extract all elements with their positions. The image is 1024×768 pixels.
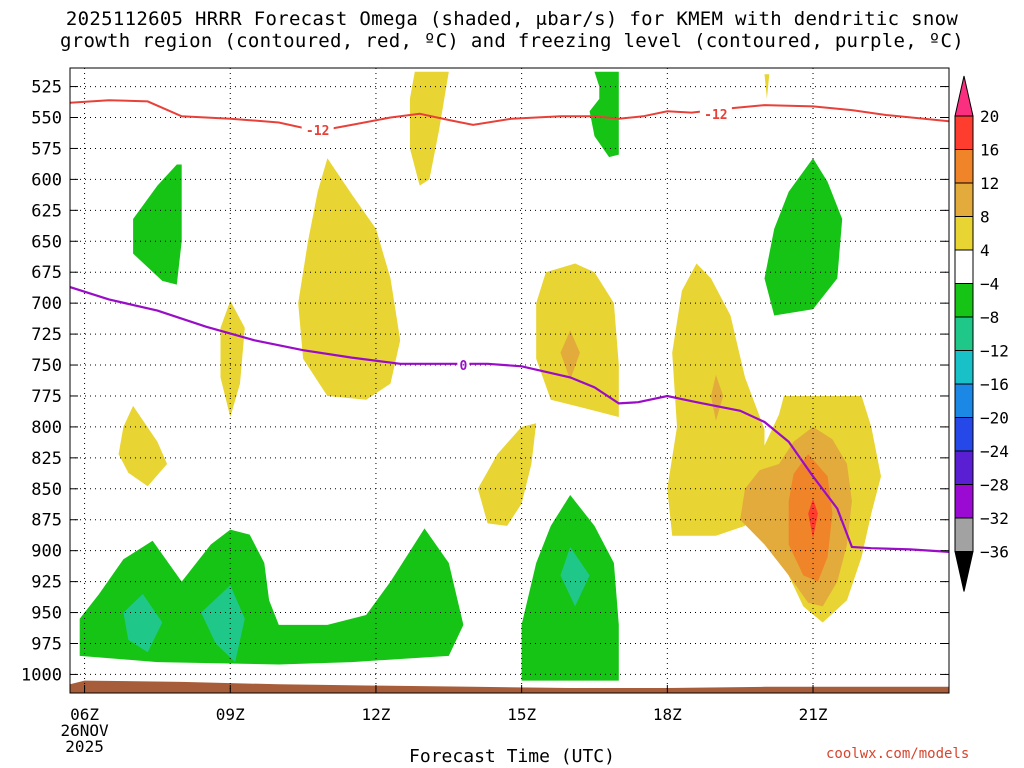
- colorbar-box-11: [954, 484, 974, 519]
- colorbar-label-9: −20: [980, 409, 1009, 428]
- x-tick-label-12Z: 12Z: [361, 705, 390, 724]
- omega-region-4: [477, 423, 537, 526]
- colorbar-box-7: [954, 350, 974, 385]
- colorbar-label-8: −16: [980, 375, 1009, 394]
- chart-title: 2025112605 HRRR Forecast Omega (shaded, …: [0, 8, 1024, 52]
- x-tick-label-18Z: 18Z: [653, 705, 682, 724]
- x-tick-label-21Z: 21Z: [799, 705, 828, 724]
- colorbar-box-10: [954, 450, 974, 485]
- colorbar-box-2: [954, 182, 974, 217]
- colorbar-box-9: [954, 417, 974, 452]
- colorbar-label-6: −8: [980, 308, 999, 327]
- omega-region-10: [560, 330, 580, 380]
- colorbar-label-3: 8: [980, 208, 990, 227]
- colorbar-box-4: [954, 249, 974, 284]
- omega-region-2: [220, 300, 245, 417]
- colorbar-box-6: [954, 316, 974, 351]
- y-tick-label-875: 875: [31, 511, 62, 531]
- x-tick-label-15Z: 15Z: [507, 705, 536, 724]
- y-tick-label-600: 600: [31, 170, 62, 190]
- omega-region-19: [123, 594, 163, 653]
- omega-region-11: [711, 374, 724, 421]
- omega-region-3: [118, 405, 168, 487]
- chart-title-line-1: 2025112605 HRRR Forecast Omega (shaded, …: [65, 8, 959, 30]
- y-tick-label-925: 925: [31, 573, 62, 593]
- freezing-contour-label: 0: [459, 359, 467, 374]
- y-tick-label-975: 975: [31, 634, 62, 654]
- omega-region-21: [560, 547, 590, 607]
- colorbar-box-3: [954, 216, 974, 251]
- colorbar-box-8: [954, 383, 974, 418]
- colorbar-box-5: [954, 283, 974, 318]
- x-date-label-0: 26NOV: [60, 721, 109, 740]
- dgz-contour-label-0: -12: [306, 124, 329, 139]
- colorbar-top-arrow: [954, 75, 974, 117]
- y-tick-label-525: 525: [31, 78, 62, 98]
- dgz-label-bg-1: [699, 106, 732, 123]
- y-tick-label-650: 650: [31, 232, 62, 252]
- colorbar-label-11: −28: [980, 476, 1009, 495]
- y-tick-label-675: 675: [31, 263, 62, 283]
- y-tick-label-775: 775: [31, 387, 62, 407]
- x-axis-label: Forecast Time (UTC): [409, 746, 615, 767]
- colorbar-label-4: 4: [980, 241, 990, 260]
- omega-region-15: [133, 164, 182, 285]
- ground-layer: [70, 680, 949, 693]
- colorbar-box-1: [954, 149, 974, 184]
- omega-region-5: [536, 263, 619, 417]
- omega-region-16: [764, 158, 843, 316]
- omega-region-17: [79, 528, 464, 665]
- colorbar-label-13: −36: [980, 543, 1009, 562]
- credit-text: coolwx.com/models: [826, 746, 970, 762]
- y-tick-label-550: 550: [31, 109, 62, 129]
- y-tick-label-625: 625: [31, 201, 62, 221]
- colorbar: 20 16 12 8 4 −4 −8 −12 −16 −20 −24 −28 −32 −36: [954, 75, 1009, 592]
- colorbar-box-12: [954, 517, 974, 552]
- colorbar-label-10: −24: [980, 442, 1009, 461]
- y-tick-label-825: 825: [31, 449, 62, 469]
- contour-layer: -12 -12 0: [70, 99, 949, 553]
- omega-region-14: [589, 71, 619, 158]
- y-tick-label-850: 850: [31, 480, 62, 500]
- omega-region-20: [201, 585, 245, 663]
- omega-shading-layer: [79, 71, 881, 681]
- x-date-label-1: 2025: [65, 737, 104, 756]
- dgz-contour-label-1: -12: [704, 108, 727, 123]
- plot-frame: [69, 67, 950, 694]
- colorbar-label-0: 20: [980, 107, 999, 126]
- colorbar-label-2: 12: [980, 174, 999, 193]
- y-tick-label-750: 750: [31, 356, 62, 376]
- omega-region-1: [298, 158, 401, 400]
- y-tick-label-575: 575: [31, 139, 62, 159]
- colorbar-bottom-arrow: [954, 551, 974, 592]
- gridlines: [70, 68, 949, 693]
- colorbar-label-12: −32: [980, 509, 1009, 528]
- y-tick-label-950: 950: [31, 604, 62, 624]
- y-tick-label-800: 800: [31, 418, 62, 438]
- y-tick-label-725: 725: [31, 325, 62, 345]
- ground-surface: [70, 680, 949, 693]
- omega-region-0: [409, 71, 449, 186]
- colorbar-label-5: −4: [980, 275, 999, 294]
- x-tick-label-06Z: 06Z: [70, 705, 99, 724]
- y-tick-label-1000: 1000: [21, 665, 62, 685]
- freezing-level-contour-line: [70, 286, 949, 553]
- colorbar-box-0: [954, 115, 974, 150]
- y-tick-label-700: 700: [31, 294, 62, 314]
- chart-title-line-2: growth region (contoured, red, ºC) and f…: [60, 30, 964, 52]
- y-tick-label-900: 900: [31, 542, 62, 562]
- freezing-label-bg: [457, 357, 470, 373]
- omega-region-8: [764, 74, 770, 99]
- dgz-label-bg-0: [301, 122, 334, 139]
- x-tick-label-09Z: 09Z: [216, 705, 245, 724]
- dgz-contour-line: [70, 99, 949, 133]
- colorbar-label-1: 16: [980, 141, 999, 160]
- colorbar-label-7: −12: [980, 342, 1009, 361]
- y-axis: 525 550 575 600 625 650 675 700 725 750 775 800 825 8…: [21, 78, 949, 685]
